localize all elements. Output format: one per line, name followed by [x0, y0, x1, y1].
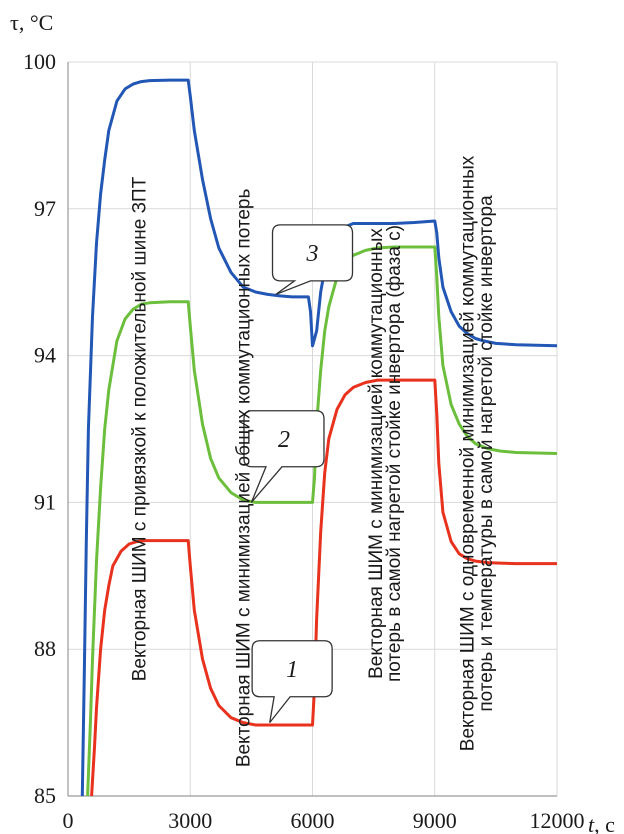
- x-axis-title-unit: , c: [594, 812, 615, 834]
- series-line-3: [80, 78, 558, 797]
- series-lines: [80, 78, 558, 797]
- annotation-a4b: потерь и температуры в самой нагретой ст…: [476, 195, 497, 712]
- annotation-a3a: Векторная ШИМ с минимизацией коммутацион…: [366, 228, 387, 679]
- y-tick-label: 100: [23, 49, 56, 74]
- axes: [67, 62, 557, 797]
- y-tick-label: 88: [34, 636, 56, 661]
- annotation-a2: Векторная ШИМ с минимизацией общих комму…: [233, 189, 254, 768]
- callout-label-2: 2: [278, 427, 290, 453]
- series-line-2: [86, 245, 558, 797]
- x-tick-label: 0: [63, 808, 74, 833]
- y-tick-label: 94: [34, 343, 56, 368]
- callout-box-1: [251, 640, 333, 724]
- callout-label-3: 3: [306, 241, 319, 267]
- callout-label-1: 1: [286, 657, 298, 683]
- y-tick-label: 97: [34, 196, 56, 221]
- y-tick-label: 85: [34, 783, 56, 808]
- x-tick-label: 3000: [168, 808, 212, 833]
- annotation-a3b: потерь в самой нагретой стойке инвертора…: [384, 225, 405, 682]
- callout-box-3: [271, 224, 354, 296]
- y-tick-label: 91: [34, 489, 56, 514]
- x-tick-label: 12000: [530, 808, 585, 833]
- x-tick-label: 6000: [291, 808, 335, 833]
- annotation-a1: Векторная ШИМ с привязкой к положительно…: [129, 176, 150, 681]
- x-axis-title: t, c: [588, 812, 615, 834]
- x-axis-title-symbol: t: [588, 812, 595, 834]
- annotations: Векторная ШИМ с привязкой к положительно…: [129, 155, 496, 767]
- tick-labels: 85 88 91 94 97 100 0 3000 6000 9000 12000: [23, 49, 585, 833]
- callout-box-2: [243, 410, 325, 503]
- annotation-a4a: Векторная ШИМ с одновременной минимизаци…: [458, 155, 479, 751]
- y-axis-title: τ, °C: [10, 10, 53, 35]
- x-tick-label: 9000: [413, 808, 457, 833]
- callouts: 1 2 3: [243, 224, 354, 724]
- series-line-1: [90, 378, 557, 797]
